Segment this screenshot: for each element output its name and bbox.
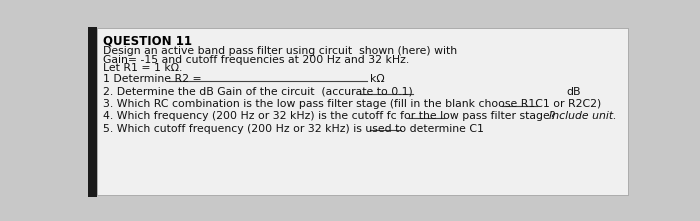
Text: 4. Which frequency (200 Hz or 32 kHz) is the cutoff fc for the low pass filter s: 4. Which frequency (200 Hz or 32 kHz) is… xyxy=(103,111,556,121)
Text: Let R1 = 1 kΩ.: Let R1 = 1 kΩ. xyxy=(103,63,183,73)
Text: kΩ: kΩ xyxy=(370,74,385,84)
Bar xyxy=(88,27,97,197)
Text: QUESTION 11: QUESTION 11 xyxy=(103,35,192,48)
Text: 2. Determine the dB Gain of the circuit  (accurate to 0.1): 2. Determine the dB Gain of the circuit … xyxy=(103,87,413,97)
Text: dB: dB xyxy=(566,87,581,97)
Text: Design an active band pass filter using circuit  shown (here) with: Design an active band pass filter using … xyxy=(103,46,457,56)
Text: Include unit.: Include unit. xyxy=(549,111,616,121)
Text: 3. Which RC combination is the low pass filter stage (fill in the blank choose R: 3. Which RC combination is the low pass … xyxy=(103,99,601,109)
Text: 5. Which cutoff frequency (200 Hz or 32 kHz) is used to determine C1: 5. Which cutoff frequency (200 Hz or 32 … xyxy=(103,124,484,133)
Text: 1 Determine R2 =: 1 Determine R2 = xyxy=(103,74,205,84)
FancyBboxPatch shape xyxy=(97,28,628,195)
Text: Gain= -15 and cutoff frequencies at 200 Hz and 32 kHz.: Gain= -15 and cutoff frequencies at 200 … xyxy=(103,55,409,65)
